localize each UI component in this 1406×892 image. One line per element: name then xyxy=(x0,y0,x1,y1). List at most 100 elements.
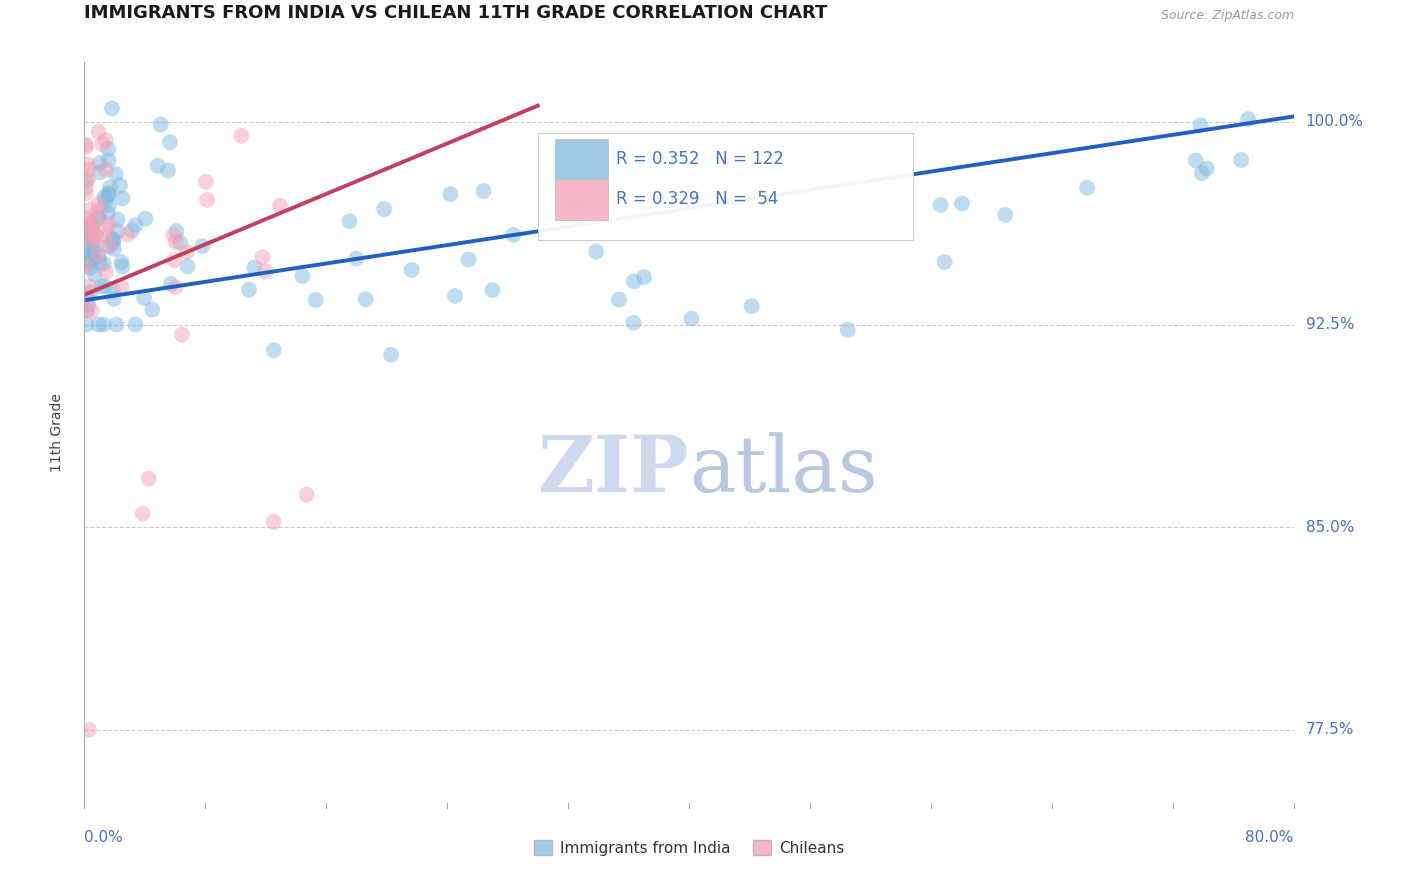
Point xyxy=(75,256,97,270)
Point xyxy=(87,247,110,261)
Point xyxy=(104,167,127,181)
Point xyxy=(934,255,956,269)
Point xyxy=(1184,153,1206,168)
Point xyxy=(681,311,703,326)
Point xyxy=(160,277,183,291)
Point xyxy=(132,291,155,305)
Point xyxy=(97,186,120,201)
Point xyxy=(97,239,120,253)
Point xyxy=(124,318,146,332)
Point xyxy=(163,253,186,268)
Point xyxy=(82,240,104,254)
Point xyxy=(159,136,181,150)
Point xyxy=(254,264,277,278)
Point xyxy=(76,172,98,186)
Point xyxy=(1237,112,1260,127)
Point xyxy=(156,163,179,178)
Point xyxy=(80,304,103,318)
Point xyxy=(354,293,377,307)
Point xyxy=(101,232,124,246)
Point xyxy=(76,304,98,318)
Text: atlas: atlas xyxy=(689,432,877,508)
Text: 0.0%: 0.0% xyxy=(84,830,124,845)
Point xyxy=(121,223,143,237)
Point xyxy=(195,193,218,207)
Point xyxy=(134,211,156,226)
Point xyxy=(373,202,395,216)
Point xyxy=(79,279,101,293)
Point xyxy=(291,268,314,283)
Point xyxy=(1191,166,1213,180)
Text: 100.0%: 100.0% xyxy=(1306,114,1364,129)
Point xyxy=(605,162,627,177)
Point xyxy=(79,253,101,268)
Point xyxy=(75,251,97,265)
Point xyxy=(87,204,110,219)
Point xyxy=(75,140,97,154)
Point xyxy=(82,252,104,266)
Point xyxy=(79,221,101,235)
Point xyxy=(75,240,97,254)
Point xyxy=(75,318,97,332)
Point xyxy=(96,221,118,235)
FancyBboxPatch shape xyxy=(555,139,607,179)
Point xyxy=(103,235,125,250)
Point xyxy=(80,202,103,217)
Point xyxy=(103,233,125,247)
Point xyxy=(165,280,187,294)
Point xyxy=(94,279,117,293)
Point xyxy=(98,180,121,194)
Point xyxy=(80,234,103,248)
Point xyxy=(103,292,125,306)
Point xyxy=(1189,119,1212,133)
Point xyxy=(83,235,105,249)
Point xyxy=(163,228,186,243)
Point xyxy=(1230,153,1253,167)
Point xyxy=(89,256,111,270)
Point xyxy=(91,137,114,152)
Point xyxy=(269,199,291,213)
Point xyxy=(82,224,104,238)
Point xyxy=(90,279,112,293)
Point xyxy=(439,187,461,202)
Point xyxy=(76,302,98,317)
Point xyxy=(344,252,367,266)
Point xyxy=(607,293,630,307)
Point xyxy=(75,137,97,152)
Point xyxy=(305,293,328,307)
Point xyxy=(97,206,120,220)
Point xyxy=(627,204,650,219)
Point xyxy=(83,219,105,234)
Y-axis label: 11th Grade: 11th Grade xyxy=(49,393,63,472)
Point xyxy=(994,208,1017,222)
Point xyxy=(97,238,120,252)
Point xyxy=(94,162,117,177)
Point xyxy=(548,154,571,169)
Point xyxy=(75,224,97,238)
Text: IMMIGRANTS FROM INDIA VS CHILEAN 11TH GRADE CORRELATION CHART: IMMIGRANTS FROM INDIA VS CHILEAN 11TH GR… xyxy=(84,4,828,21)
Point xyxy=(117,227,139,242)
Point xyxy=(93,318,115,332)
Point xyxy=(79,260,101,275)
Point xyxy=(110,280,132,294)
Point xyxy=(165,224,187,238)
FancyBboxPatch shape xyxy=(538,133,912,240)
Point xyxy=(169,235,191,250)
Point xyxy=(481,283,503,297)
Point xyxy=(77,290,100,304)
Point xyxy=(110,255,132,269)
Point xyxy=(252,250,274,264)
Point xyxy=(823,166,845,180)
Point xyxy=(141,302,163,317)
Point xyxy=(444,289,467,303)
Point xyxy=(107,212,129,227)
Point xyxy=(585,244,607,259)
Point xyxy=(86,211,108,225)
Point xyxy=(87,210,110,224)
Point xyxy=(633,270,655,285)
Point xyxy=(97,187,120,202)
Point xyxy=(623,316,645,330)
Point xyxy=(339,214,361,228)
Point xyxy=(195,175,218,189)
Point xyxy=(97,142,120,156)
